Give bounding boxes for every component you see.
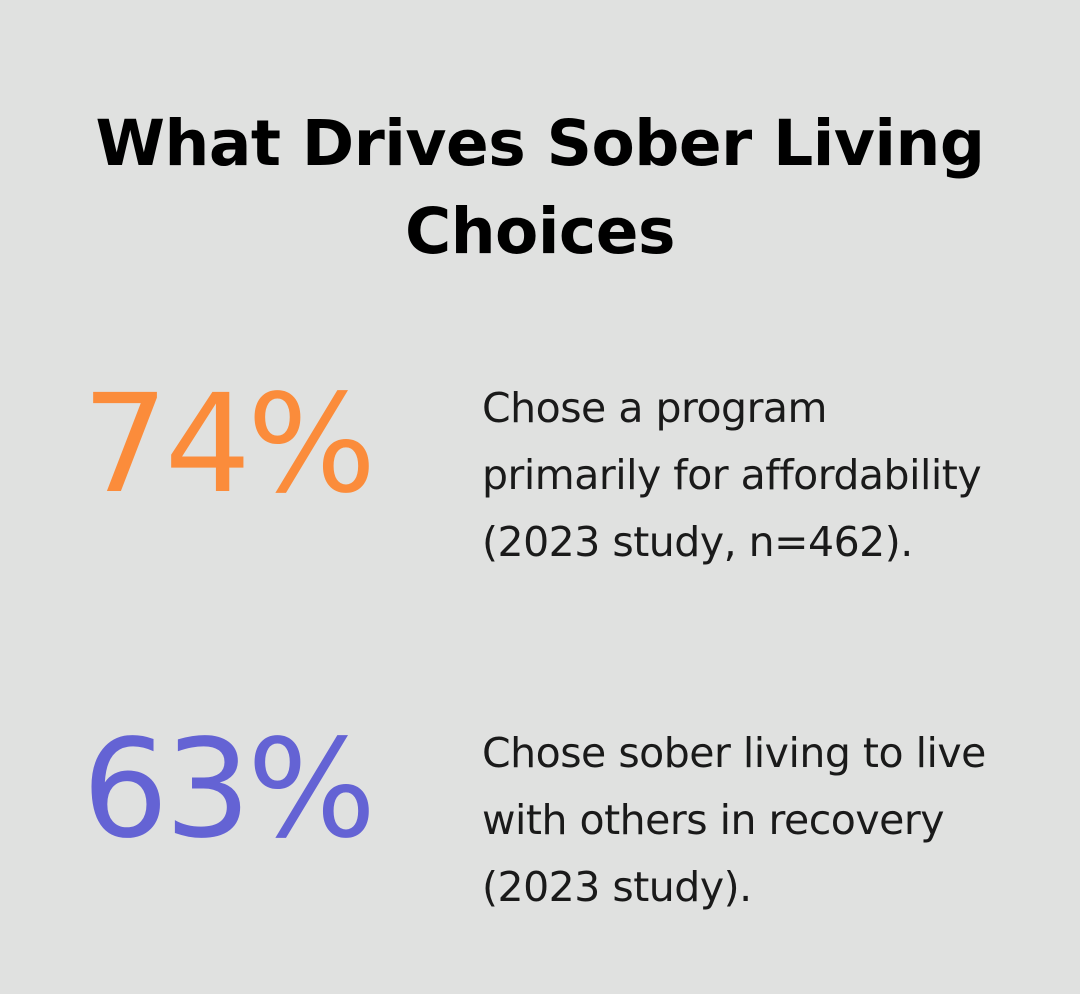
stat-value: 63% bbox=[82, 711, 376, 869]
page-title: What Drives Sober Living Choices bbox=[95, 107, 985, 268]
stat-description: Chose a program primarily for affordabil… bbox=[482, 384, 982, 566]
stat-value: 74% bbox=[82, 366, 376, 524]
stat-description: Chose sober living to live with others i… bbox=[482, 729, 986, 911]
